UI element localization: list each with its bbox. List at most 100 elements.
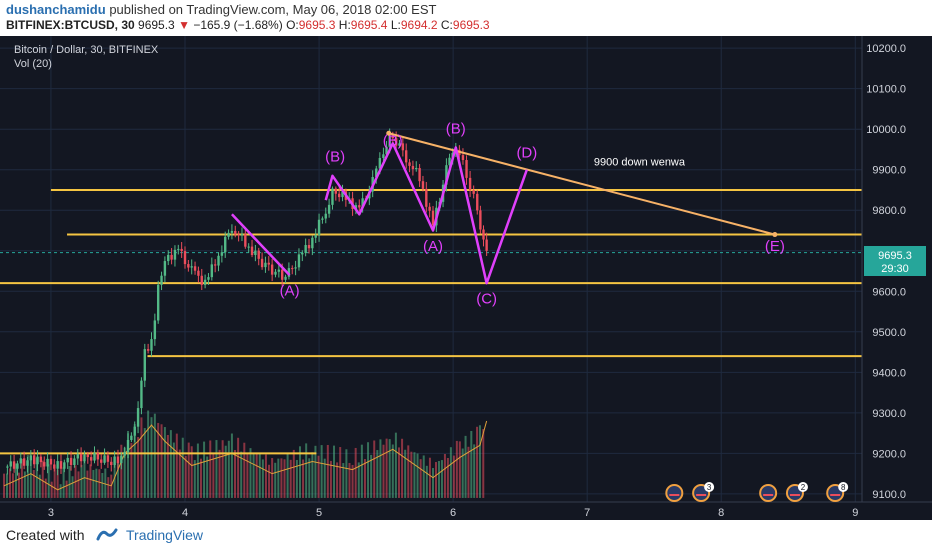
candle-body (9, 461, 12, 467)
volume-bar (277, 458, 280, 498)
chart-legend-title: Bitcoin / Dollar, 30, BITFINEX (14, 44, 159, 56)
open-value: 9695.3 (298, 18, 336, 32)
candle-body (314, 235, 317, 238)
trendline[interactable] (388, 132, 776, 236)
wave-pattern[interactable] (231, 130, 778, 285)
candle-body (59, 461, 63, 469)
price-chart[interactable]: (A)(B)(B)(D)(A)(B)(C)(E)9900 down wenwa … (0, 36, 932, 520)
candle-body (284, 276, 287, 280)
trendline-anchor[interactable] (386, 130, 392, 136)
candle-body (89, 457, 93, 461)
candle-body (341, 191, 344, 198)
time-tick-label: 5 (316, 507, 322, 519)
volume-bar (199, 458, 202, 498)
volume-bar (50, 481, 53, 498)
time-tick-label: 3 (48, 507, 54, 519)
volume-bar (218, 449, 221, 498)
volume-bar (370, 454, 373, 498)
candle-body (327, 204, 331, 214)
candle-body (280, 269, 284, 280)
pattern-line[interactable] (231, 213, 291, 276)
candle-body (103, 455, 106, 463)
volume-bar (178, 449, 181, 498)
candle-body (361, 198, 364, 208)
volume-bar (56, 469, 59, 498)
candle-body (220, 252, 224, 256)
candle-body (173, 249, 177, 260)
price-tick-label: 10200.0 (866, 43, 906, 55)
volume-bar (237, 437, 240, 498)
candle-body (375, 168, 378, 178)
candle-body (485, 239, 488, 251)
candle-body (385, 146, 388, 155)
horizontal-levels[interactable] (0, 188, 862, 455)
candle-body (408, 162, 411, 166)
volume-bar (425, 465, 428, 498)
candle-body (415, 168, 418, 170)
candle-body (167, 254, 170, 262)
candle-body (26, 460, 29, 466)
grid (0, 36, 862, 502)
candle-body (247, 246, 250, 248)
volume-bar (6, 473, 9, 498)
price-axis-bg[interactable] (862, 36, 932, 520)
event-count-badge (797, 482, 808, 492)
volume-bar (440, 460, 443, 498)
time-axis-labels: 3 4 5 6 7 8 9 (48, 507, 858, 519)
price-tick-label: 10000.0 (866, 124, 906, 136)
time-axis-bg[interactable] (0, 502, 932, 520)
candle-body (287, 268, 291, 277)
volume-bar (169, 430, 172, 498)
trendline-anchor[interactable] (772, 232, 778, 238)
tradingview-brand-link[interactable]: TradingView (126, 527, 204, 543)
footer: Created with TradingView (0, 520, 932, 550)
volume-bar (92, 469, 95, 498)
wave-label: (B) (446, 120, 466, 137)
candle-body (337, 193, 341, 198)
us-flag-event-icon[interactable] (665, 484, 684, 502)
pattern-line[interactable] (324, 142, 529, 285)
candle-body (461, 155, 465, 161)
volume-bar (320, 445, 323, 498)
volume-bar (289, 459, 292, 498)
candle-body (227, 232, 230, 237)
volume-bar (446, 458, 449, 498)
volume-bar (252, 453, 255, 498)
volume-bar (65, 480, 68, 498)
candle-body (244, 234, 247, 247)
volume-bar (391, 444, 394, 498)
volume-bar (137, 437, 140, 498)
author-link[interactable]: dushanchamidu (6, 2, 106, 17)
price-tick-label: 9100.0 (872, 489, 906, 501)
volume-bar (120, 444, 123, 498)
wave-label: (B) (383, 132, 403, 149)
candle-body (382, 154, 385, 158)
candle-body (257, 250, 260, 259)
volume-bar (116, 460, 119, 498)
candle-body (264, 262, 267, 268)
volume-bar (11, 473, 14, 498)
candle-body (398, 143, 401, 146)
event-badges[interactable]: 3 2 8 (665, 482, 849, 502)
volume-bar (221, 440, 224, 498)
tradingview-logo-icon[interactable] (96, 527, 118, 543)
us-flag-event-icon[interactable] (759, 484, 778, 502)
candle-body (116, 456, 120, 464)
volume-bar (249, 448, 252, 498)
volume-bar (181, 437, 184, 498)
volume-bar (388, 439, 391, 498)
price-tick-label: 9600.0 (872, 286, 906, 298)
candle-body (86, 454, 90, 458)
annotations: (A) (B) (B) (D) (A) (B) (C) (E) 9900 down wenwa (280, 120, 785, 307)
volume-bar (470, 430, 473, 498)
candle-body (53, 464, 56, 469)
volume-bar (363, 459, 366, 498)
candle-body (136, 408, 140, 427)
candle-body (277, 269, 281, 272)
volume-bar (280, 458, 283, 498)
price-tag-value: 9695.3 (878, 250, 912, 262)
candle-body (230, 230, 234, 233)
candle-body (378, 157, 382, 169)
candle-body (472, 190, 475, 194)
candle-body (240, 234, 244, 236)
